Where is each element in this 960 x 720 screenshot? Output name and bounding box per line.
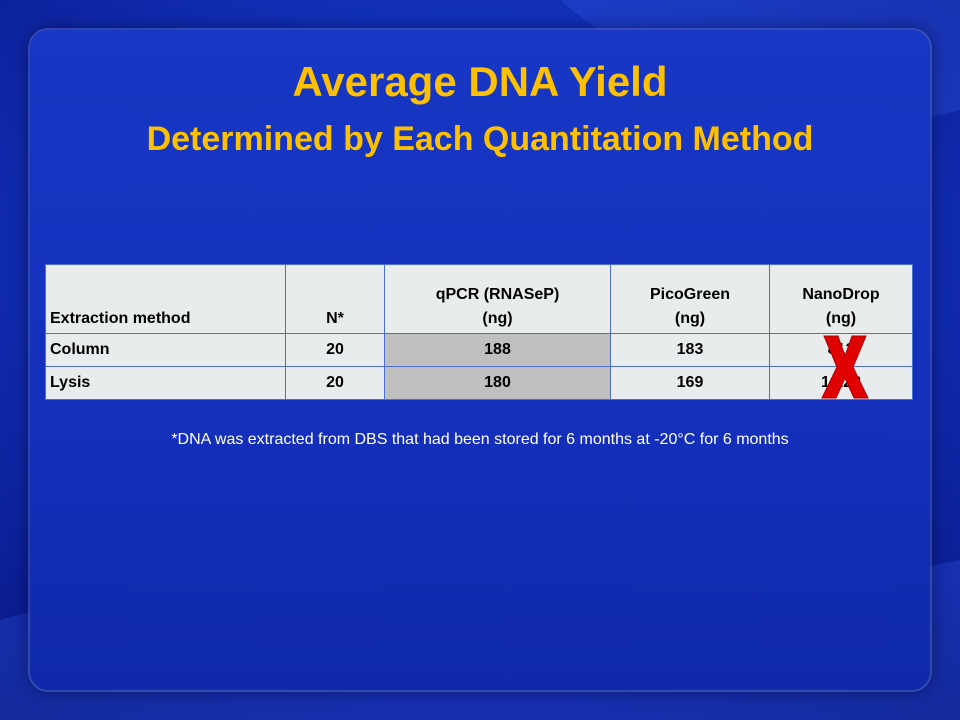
- x-mark-icon: [821, 335, 869, 399]
- header-picogreen-line2: (ng): [674, 310, 706, 327]
- yield-table: Extraction method N* qPCR (RNASeP) (ng) P…: [45, 264, 913, 400]
- table-header-row: Extraction method N* qPCR (RNASeP) (ng) P…: [45, 264, 913, 334]
- cell-picogreen: 169: [610, 366, 770, 400]
- table-footnote: *DNA was extracted from DBS that had bee…: [171, 431, 789, 448]
- slide-title: Average DNA Yield: [292, 58, 668, 105]
- header-picogreen: PicoGreen (ng): [610, 264, 770, 334]
- cell-qpcr: 180: [384, 366, 611, 400]
- table-row: Lysis 20 180 169 1,228: [45, 366, 913, 400]
- header-extraction-method: Extraction method: [45, 264, 286, 334]
- cell-qpcr: 188: [384, 333, 611, 367]
- header-nanodrop: NanoDrop (ng): [769, 264, 913, 334]
- cell-n: 20: [285, 366, 385, 400]
- header-n: N*: [285, 264, 385, 334]
- cell-method: Lysis: [45, 366, 286, 400]
- cell-method: Column: [45, 333, 286, 367]
- cell-picogreen: 183: [610, 333, 770, 367]
- header-qpcr-line2: (ng): [482, 310, 513, 327]
- header-picogreen-line1: PicoGreen: [649, 286, 731, 303]
- header-qpcr: qPCR (RNASeP) (ng): [384, 264, 611, 334]
- table-row: Column 20 188 183 812: [45, 333, 913, 367]
- header-qpcr-line1: qPCR (RNASeP): [435, 286, 560, 303]
- header-nanodrop-line1: NanoDrop: [802, 286, 880, 303]
- cell-n: 20: [285, 333, 385, 367]
- header-nanodrop-line2: (ng): [825, 310, 857, 327]
- slide-subtitle: Determined by Each Quantitation Method: [146, 120, 814, 158]
